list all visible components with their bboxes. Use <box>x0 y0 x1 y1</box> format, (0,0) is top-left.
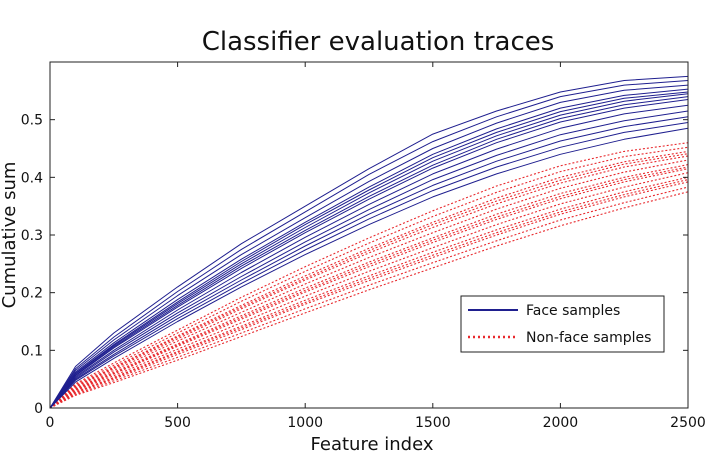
y-tick-label-0: 0 <box>34 401 43 417</box>
nonface-trace-12 <box>49 153 689 409</box>
y-tick-label-5: 0.5 <box>21 113 43 129</box>
face-trace-7 <box>49 110 689 409</box>
face-trace-11 <box>49 91 689 409</box>
x-tick-label-1: 500 <box>164 415 191 431</box>
y-tick-label-3: 0.3 <box>21 228 43 244</box>
nonface-trace-3 <box>49 155 689 409</box>
y-tick-label-4: 0.4 <box>21 170 43 186</box>
legend: Face samples Non-face samples <box>460 295 665 353</box>
face-trace-10 <box>49 127 689 409</box>
face-trace-8 <box>49 116 689 409</box>
legend-box <box>460 295 665 353</box>
nonface-trace-7 <box>49 172 689 409</box>
chart-title: Classifier evaluation traces <box>202 27 555 57</box>
x-tick-label-2: 1000 <box>287 415 323 431</box>
legend-label-nonface: Non-face samples <box>526 330 651 346</box>
x-tick-label-4: 2000 <box>543 415 579 431</box>
y-tick-label-2: 0.2 <box>21 286 43 302</box>
nonface-trace-9 <box>49 181 689 409</box>
y-axis-label: Cumulative sum <box>0 162 20 309</box>
x-tick-label-5: 2500 <box>670 415 706 431</box>
nonface-trace-13 <box>49 166 689 409</box>
x-tick-label-0: 0 <box>46 415 55 431</box>
nonface-trace-10 <box>49 186 689 409</box>
nonface-trace-5 <box>49 164 689 409</box>
face-trace-12 <box>49 96 689 409</box>
nonface-trace-1 <box>49 146 689 409</box>
face-trace-4 <box>49 93 689 409</box>
nonface-trace-4 <box>49 159 689 409</box>
face-trace-3 <box>49 88 689 409</box>
face-trace-9 <box>49 122 689 409</box>
face-trace-2 <box>49 84 689 409</box>
face-trace-6 <box>49 104 689 409</box>
x-tick-label-3: 1500 <box>415 415 451 431</box>
face-trace-5 <box>49 99 689 409</box>
y-axis-ticks: 0 0.1 0.2 0.3 0.4 0.5 <box>21 113 688 417</box>
y-tick-label-1: 0.1 <box>21 343 43 359</box>
face-trace-1 <box>49 80 689 409</box>
nonface-trace-0 <box>49 142 689 409</box>
traces-layer <box>49 75 689 409</box>
nonface-trace-11 <box>49 191 689 409</box>
x-axis-label: Feature index <box>311 434 434 455</box>
nonface-trace-6 <box>49 168 689 409</box>
legend-label-face: Face samples <box>526 303 620 319</box>
x-axis-ticks: 0 500 1000 1500 2000 2500 <box>46 62 706 431</box>
face-trace-0 <box>49 75 689 409</box>
